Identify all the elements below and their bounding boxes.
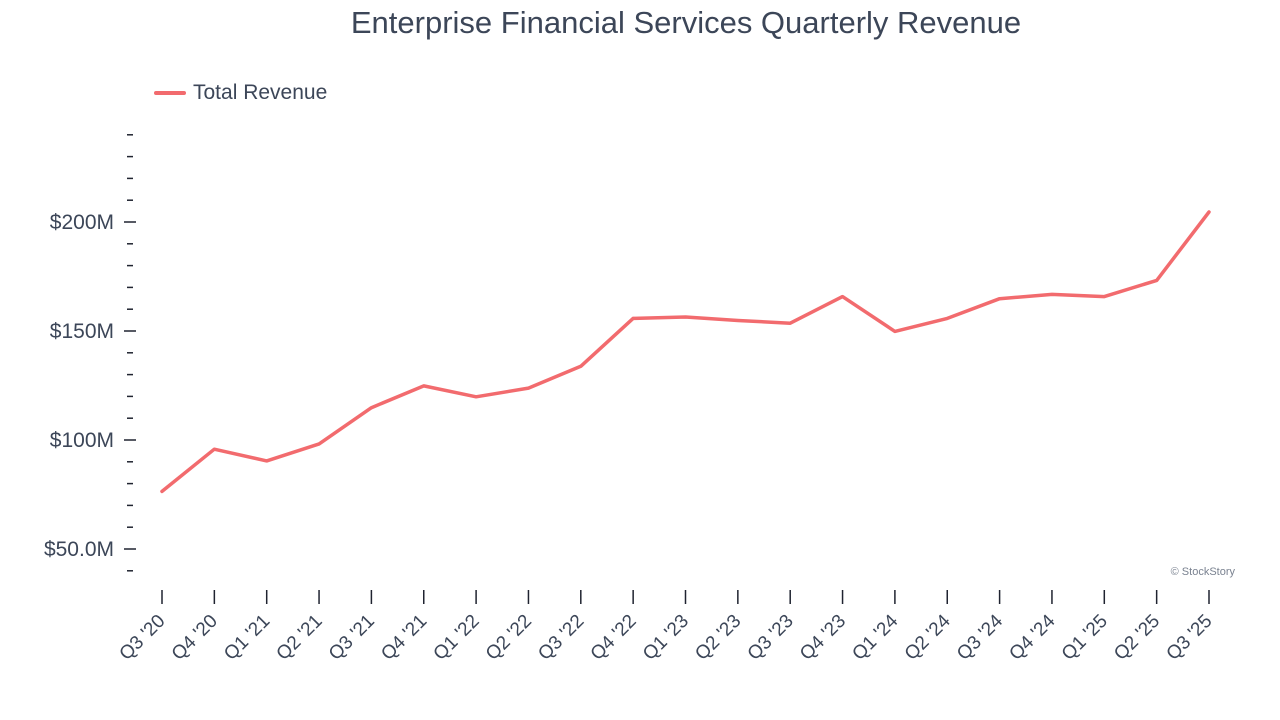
series-line-total-revenue: [160, 210, 1211, 494]
watermark: © StockStory: [1171, 566, 1236, 578]
legend-label-total-revenue: Total Revenue: [193, 81, 327, 104]
x-tick-label: Q3 '20: [116, 611, 170, 665]
x-tick-label: Q2 '25: [1110, 611, 1164, 665]
x-tick-label: Q4 '22: [587, 611, 641, 665]
x-tick-label: Q4 '20: [168, 611, 222, 665]
legend: Total Revenue: [154, 81, 327, 104]
x-tick-label: Q2 '21: [273, 611, 327, 665]
x-tick-label: Q2 '24: [901, 610, 955, 664]
y-tick-label: $200M: [50, 211, 114, 234]
x-tick-label: Q3 '25: [1163, 611, 1217, 665]
x-tick-label: Q3 '22: [534, 611, 588, 665]
x-tick-label: Q1 '25: [1058, 611, 1112, 665]
x-tick-label: Q1 '21: [220, 611, 274, 665]
y-tick-label: $100M: [50, 429, 114, 452]
x-tick-label: Q1 '22: [430, 611, 484, 665]
chart-title: Enterprise Financial Services Quarterly …: [351, 5, 1021, 40]
x-tick-label: Q1 '23: [639, 611, 693, 665]
x-tick-label: Q2 '23: [691, 611, 745, 665]
x-tick-label: Q4 '24: [1005, 610, 1059, 664]
y-tick-label: $150M: [50, 320, 114, 343]
y-tick-label: $50.0M: [44, 538, 114, 561]
x-tick-label: Q3 '24: [953, 610, 1007, 664]
plot-area: [160, 210, 1211, 494]
x-tick-label: Q3 '21: [325, 611, 379, 665]
x-tick-label: Q1 '24: [848, 610, 902, 664]
x-tick-label: Q4 '23: [796, 611, 850, 665]
y-axis: $50.0M $100M $150M $200M: [44, 134, 136, 572]
x-tick-label: Q4 '21: [377, 611, 431, 665]
x-tick-label: Q3 '23: [744, 611, 798, 665]
x-tick-label: Q2 '22: [482, 611, 536, 665]
